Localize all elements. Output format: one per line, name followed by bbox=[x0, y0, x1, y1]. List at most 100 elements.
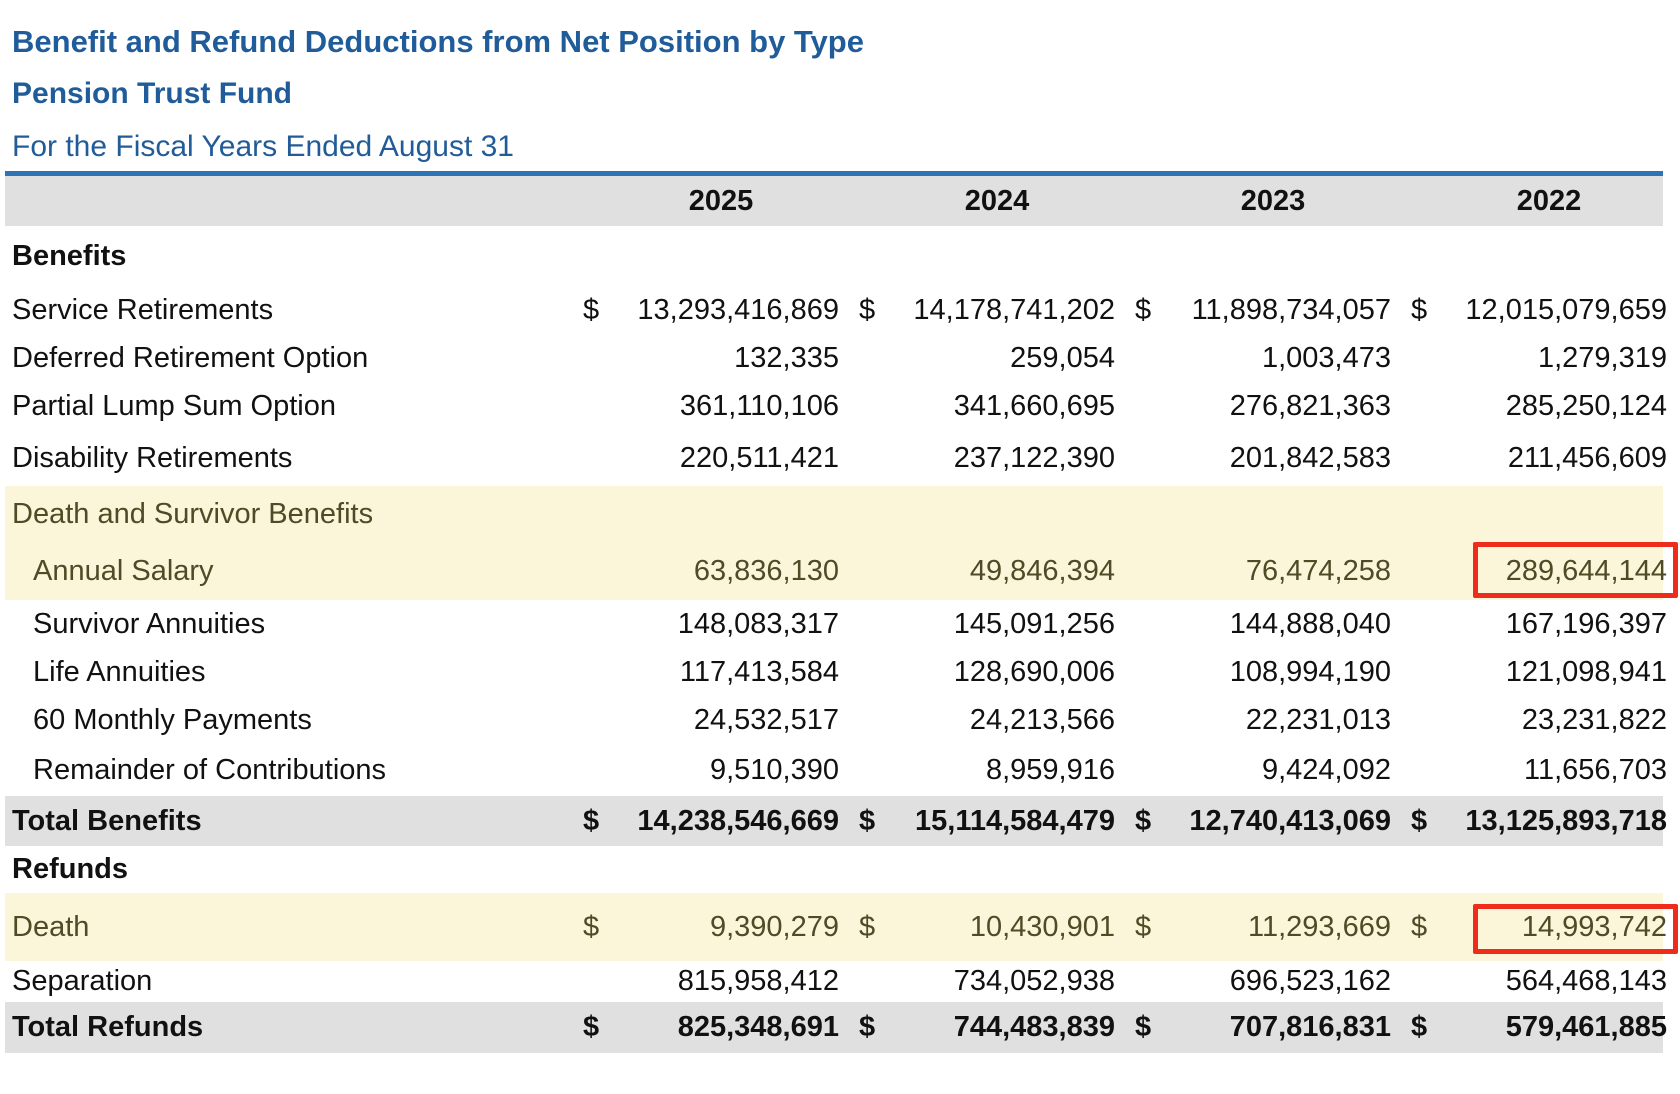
value-cell: 24,213,566 bbox=[843, 696, 1115, 744]
dollar-sign: $ bbox=[1411, 1011, 1428, 1043]
value-cell: $11,898,734,057 bbox=[1119, 286, 1391, 334]
dollar-sign: $ bbox=[583, 910, 600, 943]
row-label: Deferred Retirement Option bbox=[12, 341, 369, 374]
value-cell: $12,740,413,069 bbox=[1119, 796, 1391, 846]
dollar-sign: $ bbox=[859, 910, 876, 943]
row-label: Total Refunds bbox=[12, 1011, 204, 1043]
table-row: Total Benefits $14,238,546,669 $15,114,584… bbox=[5, 796, 1667, 846]
cell-value: 707,816,831 bbox=[1229, 1011, 1391, 1043]
dollar-sign: $ bbox=[1411, 910, 1428, 943]
value-cell bbox=[1119, 226, 1391, 286]
table-row: Partial Lump Sum Option 361,110,106 341,66… bbox=[5, 382, 1667, 430]
cell-value: 24,213,566 bbox=[969, 703, 1115, 736]
cell-value: 148,083,317 bbox=[677, 607, 839, 640]
table-row: Total Refunds $825,348,691 $744,483,839 $70… bbox=[5, 1002, 1667, 1053]
value-cell: 9,510,390 bbox=[567, 744, 839, 796]
cell-value: 564,468,143 bbox=[1505, 965, 1667, 997]
cell-value: 13,125,893,718 bbox=[1465, 804, 1667, 837]
value-cell: 108,994,190 bbox=[1119, 648, 1391, 696]
dollar-sign: $ bbox=[859, 804, 876, 837]
value-cell: $825,348,691 bbox=[567, 1002, 839, 1053]
value-cell: 8,959,916 bbox=[843, 744, 1115, 796]
value-cell: $12,015,079,659 bbox=[1395, 286, 1667, 334]
cell-value: 12,740,413,069 bbox=[1189, 804, 1391, 837]
value-cell: $14,178,741,202 bbox=[843, 286, 1115, 334]
value-cell: 11,656,703 bbox=[1395, 744, 1667, 796]
row-label: Annual Salary bbox=[33, 554, 214, 587]
cell-value: 285,250,124 bbox=[1505, 389, 1667, 422]
value-cell: 121,098,941 bbox=[1395, 648, 1667, 696]
cell-value: 825,348,691 bbox=[677, 1011, 839, 1043]
row-label: Death bbox=[12, 910, 90, 943]
cell-value: 144,888,040 bbox=[1229, 607, 1391, 640]
value-cell: 815,958,412 bbox=[567, 961, 839, 1002]
cell-value: 11,656,703 bbox=[1524, 753, 1667, 786]
cell-value: 220,511,421 bbox=[679, 441, 839, 474]
value-cell: 132,335 bbox=[567, 334, 839, 382]
cell-value: 24,532,517 bbox=[693, 703, 839, 736]
table-row: Death and Survivor Benefits bbox=[5, 486, 1663, 542]
dollar-sign: $ bbox=[1135, 1011, 1152, 1043]
cell-value: 117,413,584 bbox=[679, 655, 839, 688]
value-cell: 167,196,397 bbox=[1395, 600, 1667, 648]
value-cell: 237,122,390 bbox=[843, 430, 1115, 486]
dollar-sign: $ bbox=[583, 804, 600, 837]
period-subtitle: For the Fiscal Years Ended August 31 bbox=[12, 130, 514, 163]
row-label: Total Benefits bbox=[12, 804, 202, 837]
value-cell: 211,456,609 bbox=[1395, 430, 1667, 486]
value-cell: 9,424,092 bbox=[1119, 744, 1391, 796]
row-label: Remainder of Contributions bbox=[33, 753, 387, 786]
value-cell: 128,690,006 bbox=[843, 648, 1115, 696]
value-cell: 63,836,130 bbox=[567, 542, 839, 600]
cell-value: 9,510,390 bbox=[709, 753, 839, 786]
value-cell: $14,238,546,669 bbox=[567, 796, 839, 846]
cell-value: 361,110,106 bbox=[679, 389, 839, 422]
page-title: Benefit and Refund Deductions from Net P… bbox=[12, 24, 864, 59]
table-row: 60 Monthly Payments 24,532,517 24,213,566 2… bbox=[5, 696, 1667, 744]
year-header-2023: 2023 bbox=[1240, 184, 1306, 217]
year-header-2024: 2024 bbox=[964, 184, 1030, 217]
table-row: Disability Retirements 220,511,421 237,122… bbox=[5, 430, 1667, 486]
value-cell: $579,461,885 bbox=[1395, 1002, 1667, 1053]
cell-value: 579,461,885 bbox=[1505, 1011, 1667, 1043]
cell-value: 22,231,013 bbox=[1245, 703, 1391, 736]
value-cell bbox=[843, 846, 1115, 893]
cell-value: 341,660,695 bbox=[953, 389, 1115, 422]
value-cell bbox=[567, 486, 839, 542]
value-cell: 49,846,394 bbox=[843, 542, 1115, 600]
dollar-sign: $ bbox=[1411, 804, 1428, 837]
cell-value: 108,994,190 bbox=[1229, 655, 1391, 688]
row-label: Survivor Annuities bbox=[33, 607, 266, 640]
cell-value: 276,821,363 bbox=[1229, 389, 1391, 422]
cell-value: 1,279,319 bbox=[1537, 341, 1667, 374]
cell-value: 734,052,938 bbox=[953, 965, 1115, 997]
table-row: Deferred Retirement Option 132,335 259,054… bbox=[5, 334, 1667, 382]
value-cell: 734,052,938 bbox=[843, 961, 1115, 1002]
value-cell: $10,430,901 bbox=[843, 893, 1115, 961]
cell-value: 8,959,916 bbox=[985, 753, 1115, 786]
cell-value: 14,238,546,669 bbox=[637, 804, 839, 837]
fund-title: Pension Trust Fund bbox=[12, 77, 293, 110]
cell-value: 201,842,583 bbox=[1229, 441, 1391, 474]
dollar-sign: $ bbox=[1135, 293, 1152, 326]
dollar-sign: $ bbox=[1411, 293, 1428, 326]
cell-value: 12,015,079,659 bbox=[1465, 293, 1667, 326]
value-cell: $14,993,742 bbox=[1395, 893, 1678, 961]
value-cell: 24,532,517 bbox=[567, 696, 839, 744]
value-cell bbox=[1119, 846, 1391, 893]
table-header-row: 2025 2024 2023 2022 bbox=[5, 176, 1663, 226]
cell-value: 13,293,416,869 bbox=[637, 293, 839, 326]
value-cell: 76,474,258 bbox=[1119, 542, 1391, 600]
value-cell: 289,644,144 bbox=[1395, 542, 1678, 600]
value-cell: $11,293,669 bbox=[1119, 893, 1391, 961]
row-label: Benefits bbox=[12, 239, 127, 272]
value-cell: $13,125,893,718 bbox=[1395, 796, 1667, 846]
value-cell: 22,231,013 bbox=[1119, 696, 1391, 744]
value-cell bbox=[567, 846, 839, 893]
table-row: Remainder of Contributions 9,510,390 8,959… bbox=[5, 744, 1667, 796]
table-row: Life Annuities 117,413,584 128,690,006 108,… bbox=[5, 648, 1667, 696]
value-cell bbox=[843, 486, 1115, 542]
value-cell bbox=[567, 226, 839, 286]
table-row: Separation 815,958,412 734,052,938 696,523,… bbox=[5, 961, 1667, 1002]
